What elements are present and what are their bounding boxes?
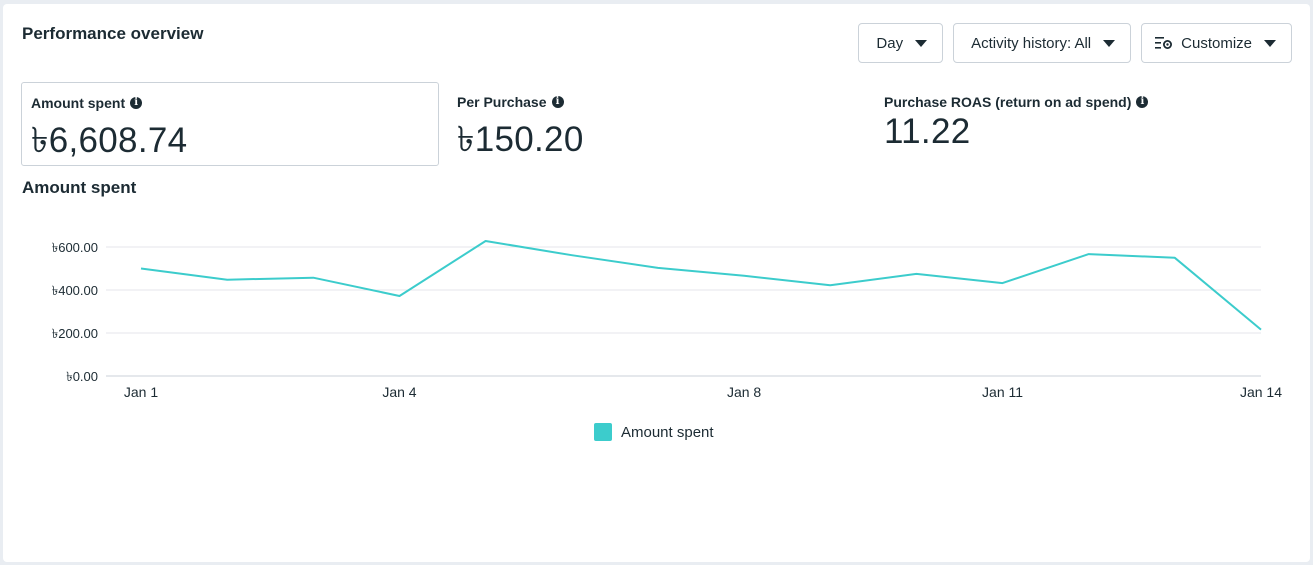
metric-label: Per Purchase xyxy=(457,94,547,110)
legend-swatch xyxy=(594,423,612,441)
legend-label: Amount spent xyxy=(621,423,714,441)
x-tick-label: Jan 11 xyxy=(982,384,1023,400)
activity-history-dropdown[interactable]: Activity history: All xyxy=(953,23,1132,63)
caret-down-icon xyxy=(1103,39,1116,47)
metric-label: Amount spent xyxy=(31,95,126,111)
metric-label: Purchase ROAS (return on ad spend) xyxy=(884,94,1132,110)
info-icon[interactable]: i xyxy=(1136,96,1149,108)
chart-legend[interactable]: Amount spent xyxy=(594,423,714,441)
metric-amount-spent[interactable]: Amount spent i ৳6,608.74 xyxy=(21,82,439,166)
caret-down-icon xyxy=(915,39,928,47)
customize-label: Customize xyxy=(1181,34,1252,52)
x-tick-label: Jan 4 xyxy=(382,384,416,400)
page-title: Performance overview xyxy=(22,24,204,43)
metric-purchase-roas[interactable]: Purchase ROAS (return on ad spend) i 11.… xyxy=(875,82,1293,166)
day-dropdown-label: Day xyxy=(876,34,904,52)
customize-dropdown[interactable]: Customize xyxy=(1141,23,1292,63)
y-tick-label: ৳0.00 xyxy=(66,369,98,384)
chart-title: Amount spent xyxy=(22,178,137,197)
x-tick-label: Jan 14 xyxy=(1240,384,1282,400)
y-tick-label: ৳200.00 xyxy=(52,326,98,341)
metric-value: ৳6,608.74 xyxy=(31,121,188,160)
toolbar: Day Activity history: All Customize xyxy=(858,23,1292,63)
amount-spent-line-chart: ৳0.00 ৳200.00 ৳400.00 ৳600.00 Jan 1 Jan 4 Jan … xyxy=(52,240,1282,400)
day-dropdown[interactable]: Day xyxy=(858,23,944,63)
info-icon[interactable]: i xyxy=(551,96,564,108)
activity-history-label: Activity history: All xyxy=(971,34,1092,52)
y-tick-label: ৳400.00 xyxy=(52,283,98,298)
x-tick-label: Jan 8 xyxy=(727,384,761,400)
info-icon[interactable]: i xyxy=(130,97,143,109)
metric-value: 11.22 xyxy=(884,112,971,151)
metric-per-purchase[interactable]: Per Purchase i ৳150.20 xyxy=(448,82,866,166)
x-tick-label: Jan 1 xyxy=(124,384,158,400)
y-tick-label: ৳600.00 xyxy=(52,240,98,255)
series-line-amount-spent xyxy=(140,240,1262,331)
caret-down-icon xyxy=(1264,39,1276,47)
customize-icon xyxy=(1155,37,1173,49)
metric-value: ৳150.20 xyxy=(457,120,584,159)
performance-overview-card: Performance overview Day Activity histor… xyxy=(3,4,1310,562)
